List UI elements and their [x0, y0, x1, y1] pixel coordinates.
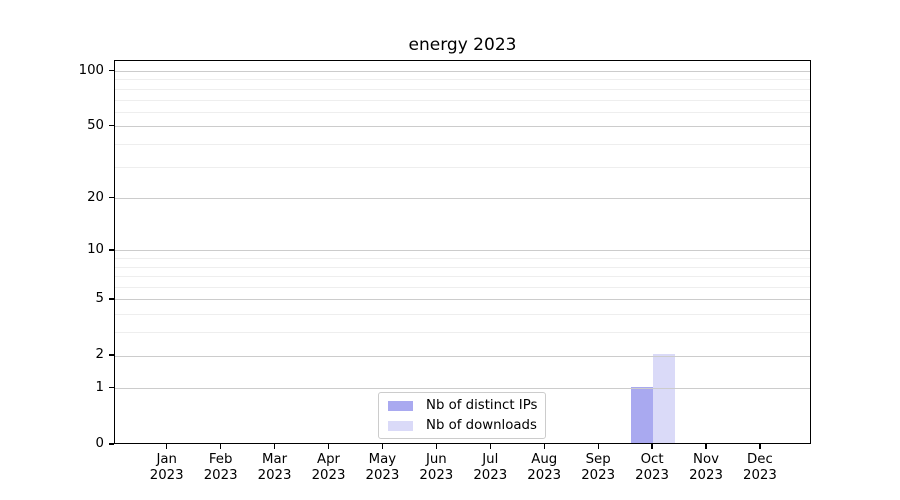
gridline-minor [115, 111, 810, 113]
gridline-major [115, 299, 810, 301]
y-tick-label: 10 [87, 241, 104, 257]
x-tick-label: Feb 2023 [203, 452, 238, 483]
gridline-minor [115, 266, 810, 268]
gridline-minor [115, 79, 810, 81]
x-tick-label: May 2023 [365, 452, 400, 483]
chart-title: energy 2023 [408, 35, 517, 55]
x-tick [327, 444, 330, 449]
legend-item-downloads: Nb of downloads [388, 418, 545, 433]
gridline-minor [115, 143, 810, 145]
y-tick-label: 2 [95, 347, 104, 363]
y-tick [109, 69, 114, 72]
legend: Nb of distinct IPs Nb of downloads [378, 392, 546, 439]
legend-item-distinct-ips: Nb of distinct IPs [388, 398, 545, 413]
gridline-minor [115, 166, 810, 168]
gridline-major [115, 250, 810, 252]
bar-nb-of-distinct-ips [631, 386, 654, 443]
gridline-major [115, 198, 810, 200]
x-tick-label: Apr 2023 [311, 452, 346, 483]
y-tick-label: 1 [95, 379, 104, 395]
gridline-minor [115, 314, 810, 316]
x-tick [597, 444, 599, 449]
x-tick [651, 444, 653, 449]
y-tick-label: 50 [87, 117, 104, 133]
x-tick [489, 444, 491, 449]
x-tick-label: Nov 2023 [689, 452, 723, 483]
y-tick-label: 0 [95, 436, 104, 451]
gridline-major [115, 355, 810, 357]
gridline-major [115, 71, 810, 72]
x-tick [543, 444, 545, 449]
y-tick [109, 249, 114, 251]
legend-swatch-downloads [388, 420, 413, 431]
y-tick [109, 298, 114, 300]
y-tick-label: 5 [95, 290, 104, 306]
y-tick [109, 354, 114, 356]
x-tick-label: Mar 2023 [257, 452, 292, 483]
y-tick [109, 387, 114, 389]
y-tick-label: 20 [87, 189, 104, 205]
bar-nb-of-downloads [653, 354, 675, 443]
x-tick [759, 444, 761, 449]
x-tick [273, 444, 276, 449]
x-tick-label: Dec 2023 [743, 452, 777, 483]
legend-swatch-distinct-ips [388, 400, 413, 411]
gridline-minor [115, 332, 810, 334]
gridline-minor [115, 99, 810, 101]
x-tick-label: Jul 2023 [473, 452, 508, 483]
x-tick-label: Jun 2023 [419, 452, 454, 483]
legend-label-downloads: Nb of downloads [426, 418, 537, 433]
x-tick-label: Aug 2023 [527, 452, 562, 483]
y-tick [109, 443, 114, 445]
gridline-major [115, 388, 810, 390]
gridline-minor [115, 88, 810, 90]
x-tick-label: Sep 2023 [581, 452, 616, 483]
gridline-major [115, 126, 810, 128]
x-tick [381, 444, 383, 449]
x-tick [705, 444, 707, 449]
y-tick-label: 100 [78, 62, 104, 78]
x-tick-label: Jan 2023 [149, 452, 184, 483]
legend-label-distinct-ips: Nb of distinct IPs [426, 398, 538, 413]
gridline-minor [115, 258, 810, 260]
gridline-minor [115, 276, 810, 278]
x-tick [435, 444, 437, 449]
gridline-minor [115, 287, 810, 289]
x-tick [166, 444, 168, 449]
y-tick [109, 125, 114, 127]
plot-area [114, 60, 811, 444]
y-tick [109, 197, 114, 199]
x-tick [220, 444, 222, 449]
x-tick-label: Oct 2023 [635, 452, 669, 483]
